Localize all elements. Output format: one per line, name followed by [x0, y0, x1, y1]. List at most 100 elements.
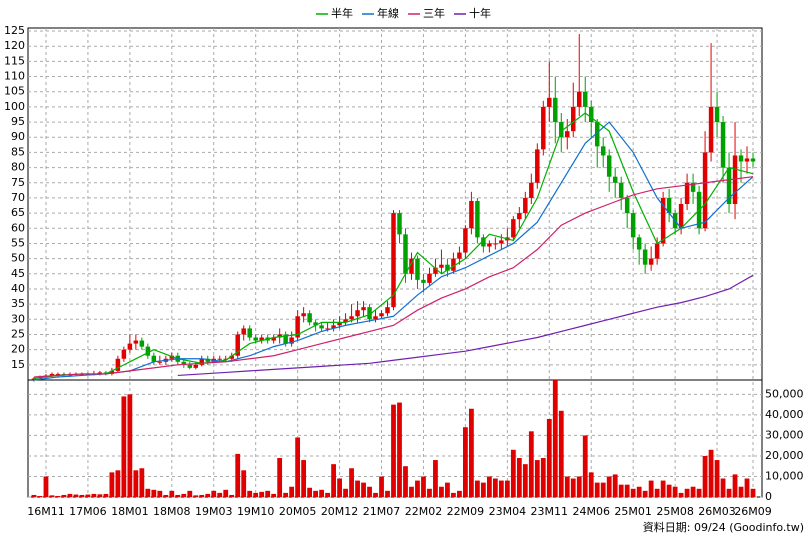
x-tick-label: 20M12: [321, 505, 359, 518]
ma-line: [33, 121, 754, 381]
candle-body: [187, 364, 193, 368]
candle-body: [720, 122, 726, 168]
volume-bar: [744, 478, 750, 497]
candle-body: [205, 358, 211, 362]
volume-bar: [654, 488, 660, 497]
volume-bar: [750, 488, 756, 497]
candle-body: [744, 158, 750, 162]
candle-body: [235, 334, 240, 356]
legend-label[interactable]: 年線: [377, 6, 399, 20]
candle-body: [535, 149, 540, 183]
candle-body: [654, 243, 660, 259]
volume-bar: [672, 486, 678, 497]
candle-body: [708, 106, 714, 153]
volume-bar: [121, 396, 127, 497]
volume-bar: [151, 489, 157, 497]
candle-body: [630, 213, 636, 238]
candle-body: [301, 313, 306, 317]
candle-body: [229, 355, 234, 359]
volume-bar: [516, 458, 522, 497]
volume-bar: [343, 488, 348, 497]
candle-body: [193, 364, 199, 368]
volume-bar: [642, 490, 648, 497]
volume-bar: [127, 394, 133, 497]
candle-body: [283, 334, 288, 344]
volume-bar: [115, 470, 121, 497]
volume-bar: [139, 468, 145, 497]
volume-bar: [169, 490, 175, 497]
candle-body: [115, 358, 121, 371]
candle-body: [517, 213, 522, 220]
y-tick-label: 15: [11, 358, 25, 371]
candle-body: [547, 97, 552, 107]
candle-body: [750, 158, 756, 162]
volume-bar: [486, 476, 492, 497]
candle-body: [732, 155, 738, 204]
candle-body: [403, 234, 408, 274]
candle-body: [577, 91, 582, 107]
volume-bar: [187, 490, 193, 497]
volume-bar: [558, 410, 564, 497]
volume-bar: [630, 488, 636, 497]
volume-bar: [223, 489, 229, 497]
ma-line: [33, 176, 754, 378]
volume-bar: [379, 476, 384, 497]
candle-body: [127, 343, 133, 350]
candle-body: [355, 310, 360, 317]
volume-bar: [732, 474, 738, 497]
volume-bar: [528, 431, 534, 497]
volume-bar: [522, 464, 528, 497]
x-tick-label: 24M06: [572, 505, 610, 518]
y-tick-label: 115: [4, 54, 25, 67]
candle-body: [433, 267, 438, 274]
volume-bar: [247, 490, 253, 497]
volume-bar: [510, 449, 516, 497]
candle-body: [367, 307, 372, 320]
y2-tick-label: 20,000: [765, 449, 804, 462]
volume-bar: [391, 404, 396, 497]
volume-bar: [696, 488, 702, 497]
x-tick-label: 23M11: [531, 505, 569, 518]
volume-bar: [355, 480, 360, 497]
x-tick-label: 25M01: [614, 505, 652, 518]
candle-body: [247, 328, 252, 338]
volume-bar: [229, 494, 235, 497]
candle-body: [427, 273, 432, 283]
x-tick-label: 26M09: [734, 505, 772, 518]
volume-bar: [534, 460, 540, 497]
candle-body: [181, 361, 187, 365]
candle-body: [594, 122, 600, 147]
legend-label[interactable]: 十年: [469, 6, 491, 20]
y-tick-label: 45: [11, 267, 25, 280]
volume-bar: [385, 490, 390, 497]
candle-body: [714, 106, 720, 123]
candle-body: [487, 243, 492, 247]
x-tick-label: 21M07: [363, 505, 401, 518]
y-tick-label: 60: [11, 221, 25, 234]
candle-body: [343, 319, 348, 323]
candle-body: [678, 204, 684, 229]
legend-label[interactable]: 半年: [331, 6, 353, 20]
y-tick-label: 75: [11, 176, 25, 189]
y-tick-label: 120: [4, 39, 25, 52]
volume-bar: [103, 493, 109, 497]
x-tick-label: 17M06: [69, 505, 107, 518]
candle-body: [523, 197, 528, 214]
volume-bar: [714, 460, 720, 497]
candle-body: [271, 337, 276, 341]
volume-bar: [361, 482, 366, 497]
legend-label[interactable]: 三年: [423, 6, 445, 20]
y2-tick-label: 30,000: [765, 428, 804, 441]
candle-body: [702, 152, 708, 229]
volume-bar: [468, 408, 474, 497]
y-tick-label: 40: [11, 282, 25, 295]
volume-bar: [403, 466, 408, 497]
candle-body: [253, 337, 258, 341]
candle-body: [133, 340, 139, 344]
y-tick-label: 70: [11, 191, 25, 204]
candle-body: [439, 264, 444, 268]
volume-bar: [708, 449, 714, 497]
volume-bar: [474, 480, 480, 497]
volume-bar: [588, 472, 594, 497]
y-tick-label: 55: [11, 236, 25, 249]
